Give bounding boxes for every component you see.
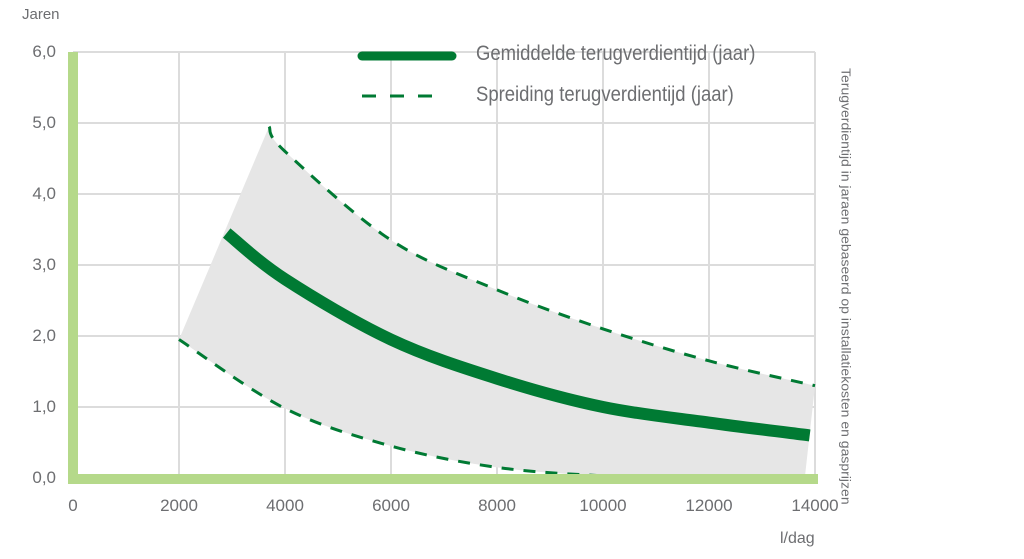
x-tick-label: 10000 — [579, 496, 627, 515]
mean-line — [222, 228, 811, 442]
legend-spread-label: Spreiding terugverdientijd (jaar) — [476, 83, 734, 106]
x-tick-label: 12000 — [685, 496, 733, 515]
y-axis-title: Jaren — [22, 6, 60, 23]
secondary-axis-title: Terugverdientijd in jaraen gebaseerd op … — [838, 68, 854, 505]
x-tick-label: 14000 — [791, 496, 839, 515]
x-tick-label: 4000 — [266, 496, 304, 515]
y-tick-label: 4,0 — [32, 184, 56, 203]
y-tick-label: 6,0 — [32, 42, 56, 61]
x-axis-bar — [68, 474, 818, 484]
y-tick-label: 5,0 — [32, 113, 56, 132]
x-tick-label: 8000 — [478, 496, 516, 515]
spread-band — [179, 126, 815, 482]
x-tick-label: 6000 — [372, 496, 410, 515]
y-tick-label: 0,0 — [32, 468, 56, 487]
x-tick-label: 0 — [68, 496, 78, 515]
y-axis-bar — [68, 52, 78, 482]
legend-mean-label: Gemiddelde terugverdientijd (jaar) — [476, 42, 756, 65]
upper-spread-line — [267, 125, 816, 388]
y-tick-label: 1,0 — [32, 397, 56, 416]
x-axis-title: l/dag — [780, 530, 815, 547]
x-tick-label: 2000 — [160, 496, 198, 515]
y-tick-label: 3,0 — [32, 255, 56, 274]
y-tick-label: 2,0 — [32, 326, 56, 345]
